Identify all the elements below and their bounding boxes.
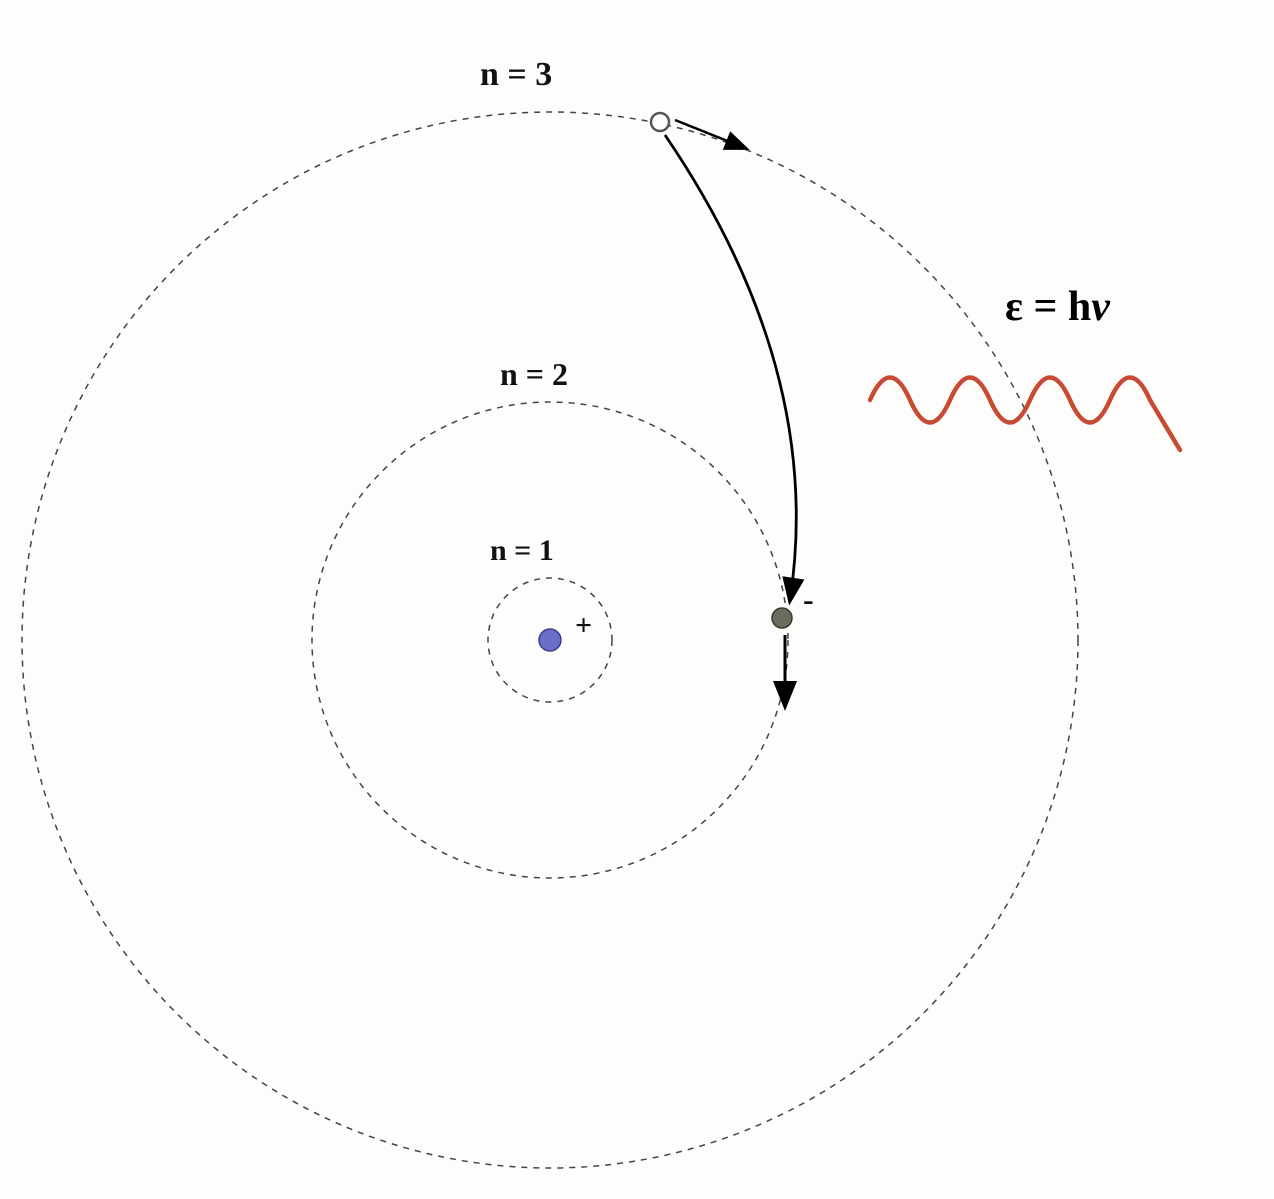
- bohr-diagram: n = 3 n = 2 n = 1 + - ε = hν: [0, 0, 1274, 1199]
- transition-arrow: [665, 135, 796, 600]
- orbit-label-n2: n = 2: [500, 356, 568, 392]
- photon-energy-label: ε = hν: [1005, 284, 1111, 330]
- electron-inner: [772, 608, 792, 628]
- epsilon-symbol: ε: [1005, 284, 1023, 330]
- orbit-label-n3: n = 3: [480, 56, 552, 93]
- nucleus-charge-label: +: [575, 609, 592, 642]
- electron-inner-charge-label: -: [803, 581, 814, 617]
- electron-outer: [651, 113, 669, 131]
- orbit-label-n1: n = 1: [490, 534, 554, 567]
- nu-symbol: ν: [1091, 284, 1111, 330]
- photon-wave: [870, 378, 1180, 451]
- nucleus: [539, 629, 561, 651]
- tangent-arrow-outer: [675, 120, 745, 148]
- equals-h: = h: [1023, 284, 1091, 330]
